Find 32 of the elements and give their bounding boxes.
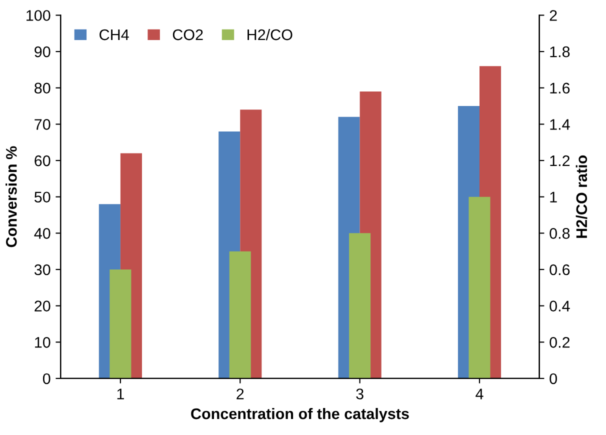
- y-tick-label: 70: [34, 119, 50, 130]
- y2-tick-label: 2: [550, 10, 557, 21]
- y2-tick-label: 0.4: [550, 300, 570, 312]
- y2-tick-label: 0.6: [550, 264, 570, 276]
- y2-tick-label: 1.8: [550, 46, 570, 58]
- y2-tick-label: 1.4: [550, 119, 570, 130]
- y-tick-label: 0: [42, 373, 50, 384]
- y-tick-label: 90: [34, 46, 50, 58]
- x-tick-label: 3: [356, 388, 364, 400]
- y2-tick-label: 0: [550, 373, 557, 384]
- legend-label: CO2: [172, 29, 203, 40]
- x-tick-label: 4: [476, 388, 484, 400]
- y-tick-label: 100: [26, 10, 50, 21]
- x-tick-label: 2: [236, 388, 244, 400]
- y-tick-label: 50: [34, 192, 50, 203]
- y2-tick-label: 1.6: [550, 82, 570, 94]
- y2-tick-label: 1: [550, 192, 557, 202]
- y2-tick-label: 0.8: [550, 228, 570, 239]
- y-tick-label: 40: [34, 228, 50, 239]
- x-axis-title: Concentration of the catalysts: [191, 408, 409, 422]
- legend-label: H2/CO: [248, 28, 292, 40]
- y-axis-title: Conversion %: [6, 146, 17, 248]
- y2-axis-title: H2/CO ratio: [576, 155, 588, 238]
- y2-tick-label: 1.2: [550, 155, 570, 166]
- y2-tick-label: 0.2: [550, 336, 570, 348]
- y-tick-label: 60: [34, 155, 50, 166]
- y-tick-label: 20: [34, 300, 50, 312]
- y-tick-label: 10: [35, 336, 50, 348]
- y-tick-label: 80: [34, 82, 50, 94]
- x-tick-label: 1: [117, 388, 124, 400]
- legend-label: CH4: [100, 29, 129, 40]
- y-tick-label: 30: [34, 264, 50, 276]
